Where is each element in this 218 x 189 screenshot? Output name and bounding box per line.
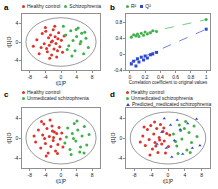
svg-text:a: a	[4, 3, 9, 12]
svg-text:0: 0	[16, 135, 19, 141]
svg-text:0.2: 0.2	[142, 74, 149, 80]
html-text:Unmedicated schizophrenia: Unmedicated schizophrenia	[131, 95, 193, 101]
svg-text:t[1]P: t[1]P	[163, 178, 174, 184]
svg-text:0.4: 0.4	[115, 35, 122, 41]
html-text:Q²: Q²	[145, 3, 151, 9]
svg-text:t[1]O: t[1]O	[6, 36, 12, 47]
svg-text:0.8: 0.8	[115, 19, 122, 25]
svg-text:0: 0	[120, 51, 123, 57]
svg-text:4: 4	[16, 115, 19, 121]
svg-text:4: 4	[75, 172, 78, 178]
svg-text:8: 8	[200, 172, 203, 178]
svg-text:0: 0	[128, 74, 131, 80]
svg-text:t[1]O: t[1]O	[110, 132, 116, 143]
svg-text:-4: -4	[43, 172, 48, 178]
svg-text:8: 8	[91, 172, 94, 178]
svg-text:0: 0	[60, 172, 63, 178]
svg-text:-8: -8	[28, 172, 33, 178]
svg-text:-4: -4	[14, 57, 19, 63]
html-text:Unmedicated schizophrenia: Unmedicated schizophrenia	[27, 95, 89, 101]
svg-text:0: 0	[60, 74, 63, 80]
svg-text:-4: -4	[14, 155, 19, 161]
svg-text:0.4: 0.4	[157, 74, 164, 80]
svg-text:0.6: 0.6	[172, 74, 179, 80]
svg-text:-8: -8	[28, 74, 33, 80]
svg-text:0.8: 0.8	[187, 74, 194, 80]
html-text:Schizophrenia: Schizophrenia	[69, 3, 101, 9]
svg-text:1: 1	[205, 74, 208, 80]
svg-text:4: 4	[183, 172, 186, 178]
svg-text:-4: -4	[43, 74, 48, 80]
svg-text:c: c	[4, 90, 9, 99]
svg-text:t[1]P: t[1]P	[56, 80, 67, 86]
svg-text:8: 8	[91, 74, 94, 80]
svg-text:-4: -4	[149, 172, 154, 178]
svg-text:-4: -4	[118, 155, 123, 161]
svg-text:4: 4	[16, 20, 19, 26]
html-text:Healthy control: Healthy control	[27, 3, 61, 9]
svg-text:t[1]P: t[1]P	[56, 178, 67, 184]
html-text:Healthy control: Healthy control	[131, 89, 165, 95]
html-text:R²: R²	[131, 3, 137, 9]
svg-text:0: 0	[167, 172, 170, 178]
svg-text:Correlation coefficient to ori: Correlation coefficient to original valu…	[129, 80, 208, 85]
svg-text:0: 0	[120, 135, 123, 141]
html-text:Healthy control: Healthy control	[27, 89, 61, 95]
svg-text:b: b	[110, 3, 115, 12]
html-text:Predicted_medicated schizophre: Predicted_medicated schizophrenia	[132, 101, 212, 107]
svg-text:-8: -8	[132, 172, 137, 178]
svg-text:4: 4	[75, 74, 78, 80]
svg-text:4: 4	[120, 115, 123, 121]
svg-text:-0.4: -0.4	[114, 67, 123, 73]
svg-text:0: 0	[16, 39, 19, 45]
svg-text:t[1]O: t[1]O	[6, 132, 12, 143]
svg-text:d: d	[110, 90, 115, 99]
